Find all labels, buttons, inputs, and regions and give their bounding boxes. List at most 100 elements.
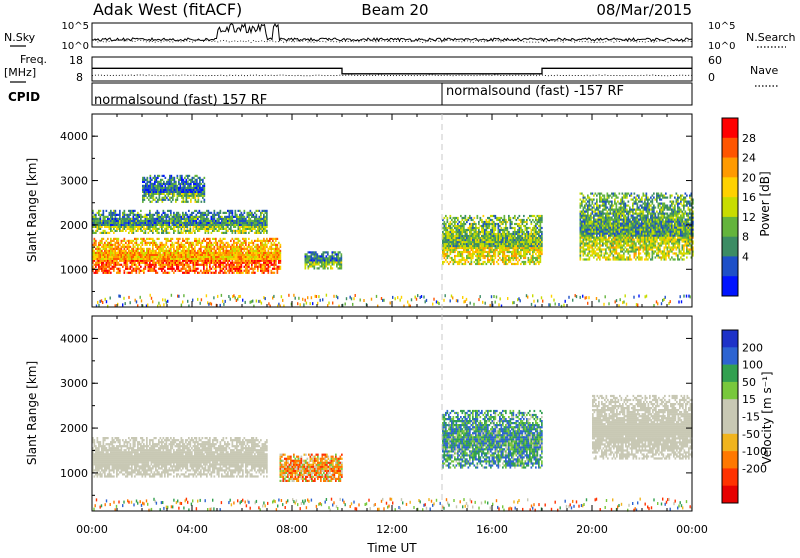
power-cell	[121, 240, 123, 242]
power-cell	[475, 231, 477, 233]
power-cell	[163, 183, 165, 185]
power-cell	[176, 226, 178, 228]
power-cell	[162, 189, 164, 191]
power-cell	[580, 246, 582, 248]
power-cell	[235, 230, 237, 232]
power-cell	[587, 213, 589, 215]
power-cell	[242, 262, 244, 264]
power-cell	[484, 223, 486, 225]
power-cell	[206, 246, 208, 248]
power-cell	[519, 229, 521, 231]
power-cell	[221, 218, 223, 220]
power-cell	[152, 254, 154, 256]
power-cell	[188, 256, 190, 258]
power-cell	[321, 261, 323, 263]
power-cell	[190, 183, 192, 185]
power-cell	[214, 224, 216, 226]
power-cell	[242, 228, 244, 230]
power-cell	[187, 238, 189, 240]
power-cell	[486, 251, 488, 253]
power-cell	[324, 261, 326, 263]
power-cell	[248, 224, 250, 226]
power-cell	[156, 197, 158, 199]
power-cell	[280, 252, 282, 254]
power-cell	[110, 230, 112, 232]
power-cell	[191, 256, 193, 258]
power-cell	[483, 229, 485, 231]
power-cell	[209, 260, 211, 262]
power-cell	[178, 262, 180, 264]
power-cell	[100, 218, 102, 220]
power-cell	[493, 235, 495, 237]
power-cell	[257, 218, 259, 220]
power-cell	[519, 223, 521, 225]
power-cell	[450, 215, 452, 217]
power-cell	[116, 246, 118, 248]
power-cell	[136, 266, 138, 268]
power-cell	[211, 242, 213, 244]
power-cell	[583, 219, 585, 221]
power-cell	[188, 210, 190, 212]
power-cell	[215, 240, 217, 242]
power-cell	[184, 189, 186, 191]
power-cell	[157, 244, 159, 246]
power-cell	[172, 242, 174, 244]
power-cell	[535, 239, 537, 241]
power-cell	[486, 227, 488, 229]
power-cell	[95, 252, 97, 254]
power-cell	[140, 250, 142, 252]
power-cell	[510, 225, 512, 227]
power-cell	[532, 259, 534, 261]
power-cell	[489, 261, 491, 263]
power-cell	[113, 250, 115, 252]
power-cell	[459, 255, 461, 257]
power-cell	[226, 258, 228, 260]
power-cell	[338, 267, 340, 269]
power-cell	[196, 256, 198, 258]
power-cell	[128, 252, 130, 254]
power-cell	[492, 243, 494, 245]
power-cell	[202, 187, 204, 189]
power-cell	[174, 179, 176, 181]
power-cell	[119, 210, 121, 212]
power-cell	[540, 227, 542, 229]
power-cell	[259, 258, 261, 260]
power-cell	[448, 223, 450, 225]
power-cell	[583, 225, 585, 227]
power-cell	[265, 270, 267, 272]
power-cell	[504, 245, 506, 247]
power-cell	[229, 266, 231, 268]
power-cell	[220, 262, 222, 264]
power-cell	[190, 244, 192, 246]
power-cell	[130, 240, 132, 242]
power-cell	[178, 260, 180, 262]
power-cell	[250, 262, 252, 264]
power-cell	[581, 205, 583, 207]
power-cell	[128, 216, 130, 218]
power-cell	[457, 225, 459, 227]
power-cell	[336, 265, 338, 267]
power-cell	[217, 246, 219, 248]
power-cell	[308, 259, 310, 261]
power-cell	[154, 256, 156, 258]
power-cell	[537, 239, 539, 241]
power-cell	[586, 254, 588, 256]
power-cell	[471, 225, 473, 227]
power-cell	[145, 179, 147, 181]
power-cell	[592, 211, 594, 213]
power-cell	[146, 254, 148, 256]
power-cell	[220, 244, 222, 246]
power-cell	[220, 254, 222, 256]
power-cell	[499, 239, 501, 241]
power-cell	[469, 241, 471, 243]
power-cell	[454, 217, 456, 219]
power-cell	[505, 233, 507, 235]
power-cell	[116, 218, 118, 220]
power-cell	[187, 181, 189, 183]
power-cell	[592, 252, 594, 254]
power-cell	[311, 257, 313, 259]
power-cell	[233, 252, 235, 254]
power-cell	[265, 258, 267, 260]
power-cell	[204, 185, 206, 187]
power-cell	[160, 179, 162, 181]
